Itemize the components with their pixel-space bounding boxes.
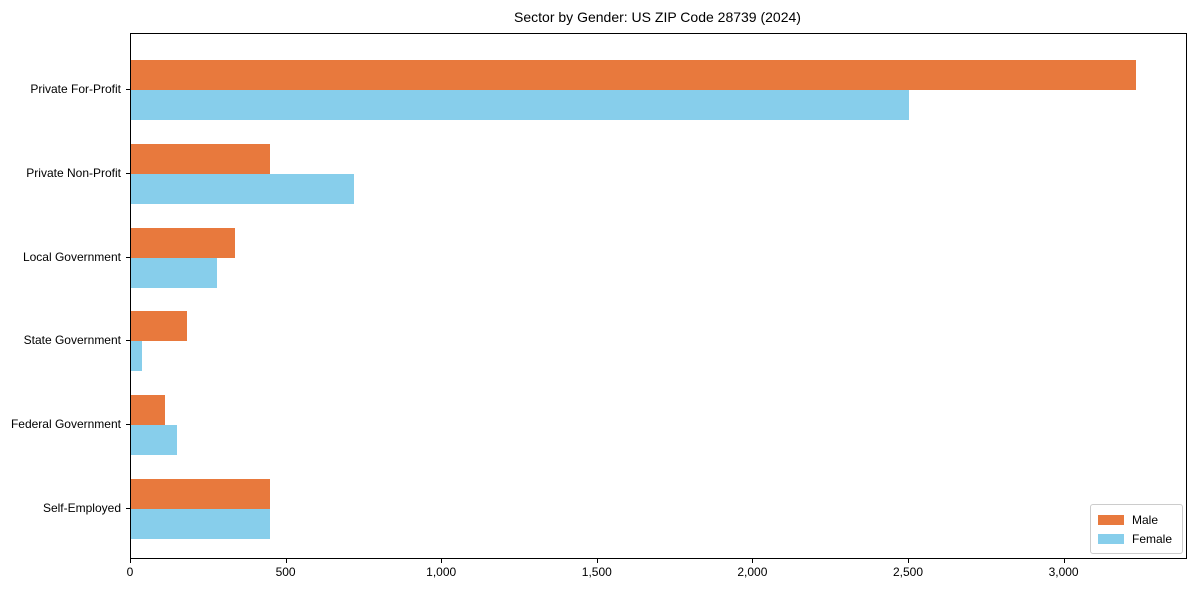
- xtick-label-1-000: 1,000: [426, 565, 457, 579]
- bar-local-government-female: [131, 257, 217, 288]
- xtick-label-500: 500: [275, 565, 296, 579]
- xtick-mark: [1063, 559, 1065, 563]
- legend-label-female: Female: [1131, 531, 1172, 546]
- ytick-label-state-government: State Government: [23, 333, 121, 348]
- plot-area: Male Female: [130, 33, 1187, 559]
- ytick-mark: [126, 508, 131, 509]
- bar-federal-government-male: [131, 395, 166, 426]
- xtick-mark: [596, 559, 598, 563]
- ytick-label-private-for-profit: Private For-Profit: [30, 82, 121, 96]
- ytick-mark: [126, 424, 131, 426]
- ytick-label-federal-government: Federal Government: [10, 417, 121, 432]
- legend-item-female: Female: [1097, 529, 1172, 548]
- bar-local-government-male: [131, 227, 236, 258]
- xtick-mark: [285, 559, 287, 563]
- ytick-label-self-employed: Self-Employed: [42, 501, 121, 515]
- bar-federal-government-female: [131, 425, 178, 456]
- legend-swatch-female: [1097, 533, 1124, 544]
- ytick-mark: [126, 256, 131, 258]
- xtick-label-3-000: 3,000: [1048, 565, 1079, 579]
- xtick-label-1-500: 1,500: [581, 565, 612, 579]
- xtick-label-2-500: 2,500: [892, 565, 924, 579]
- xtick-mark: [752, 559, 754, 563]
- ytick-label-local-government: Local Government: [22, 249, 121, 264]
- ytick-label-private-non-profit: Private Non-Profit: [26, 165, 121, 180]
- ytick-mark: [126, 172, 131, 174]
- xtick-mark: [441, 559, 443, 563]
- bar-private-non-profit-female: [131, 173, 354, 204]
- ytick-mark: [126, 89, 131, 90]
- bar-private-non-profit-male: [131, 143, 270, 174]
- xtick-label-0: 0: [126, 565, 134, 579]
- bar-private-for-profit-male: [131, 60, 1137, 90]
- legend: Male Female: [1089, 504, 1183, 554]
- ytick-mark: [126, 340, 131, 342]
- bar-self-employed-male: [131, 479, 271, 509]
- bar-self-employed-female: [131, 509, 271, 539]
- bar-state-government-male: [131, 311, 187, 342]
- xtick-mark: [908, 559, 909, 563]
- legend-swatch-male: [1097, 514, 1124, 525]
- bar-private-for-profit-female: [131, 90, 909, 120]
- xtick-mark: [130, 559, 131, 563]
- bar-state-government-female: [131, 341, 142, 372]
- legend-label-male: Male: [1131, 512, 1158, 527]
- legend-item-male: Male: [1097, 510, 1172, 529]
- xtick-label-2-000: 2,000: [737, 565, 768, 579]
- chart-title: Sector by Gender: US ZIP Code 28739 (202…: [514, 9, 801, 25]
